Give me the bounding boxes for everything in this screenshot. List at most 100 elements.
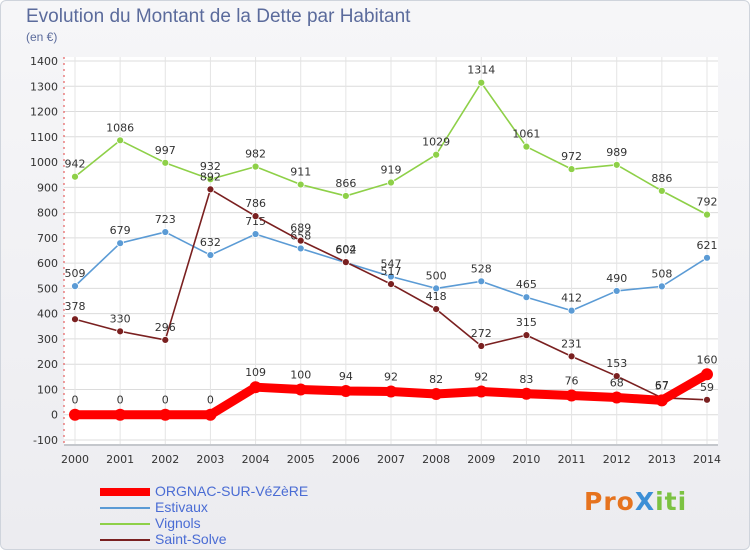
data-point — [477, 78, 486, 87]
data-label: 0 — [72, 394, 79, 407]
data-point — [701, 368, 713, 381]
x-tick-label: 2013 — [648, 453, 676, 466]
data-label: 786 — [245, 197, 266, 210]
legend-item-vignols: Vignols — [100, 515, 400, 532]
data-point — [385, 385, 397, 398]
x-tick-label: 2008 — [422, 453, 450, 466]
data-label: 919 — [381, 164, 402, 177]
data-point — [567, 306, 576, 315]
data-point — [432, 305, 441, 314]
data-point — [116, 136, 125, 145]
data-point — [703, 395, 711, 404]
x-tick-label: 2011 — [558, 453, 586, 466]
legend-label-vignols: Vignols — [155, 515, 201, 531]
data-point — [520, 387, 533, 400]
data-point — [116, 327, 125, 336]
y-tick-label: 100 — [37, 383, 58, 396]
data-point — [69, 408, 81, 421]
data-point — [432, 284, 441, 293]
data-point — [387, 178, 395, 187]
data-label: 792 — [697, 196, 718, 209]
data-label: 76 — [565, 375, 579, 388]
data-label: 886 — [651, 172, 672, 185]
data-label: 517 — [381, 265, 402, 278]
data-label: 1314 — [467, 64, 495, 77]
data-point — [251, 212, 260, 221]
data-label: 378 — [65, 300, 86, 313]
x-tick-label: 2009 — [467, 453, 495, 466]
data-point — [161, 158, 170, 167]
data-label: 1061 — [512, 128, 540, 141]
data-point — [159, 408, 172, 421]
data-point — [161, 228, 170, 236]
y-tick-label: 1300 — [30, 80, 58, 93]
legend-swatch-orgnac — [100, 488, 150, 496]
data-label: 67 — [655, 379, 669, 392]
data-label: 932 — [200, 160, 221, 173]
data-label: 92 — [474, 370, 488, 383]
data-label: 972 — [561, 150, 582, 163]
data-point — [610, 391, 623, 404]
data-point — [204, 408, 217, 421]
data-label: 942 — [65, 158, 86, 171]
x-tick-label: 2004 — [242, 453, 270, 466]
data-label: 100 — [290, 368, 311, 381]
data-point — [341, 258, 350, 267]
data-point — [206, 185, 215, 194]
y-tick-label: 1400 — [30, 55, 58, 68]
data-label: 1029 — [422, 136, 450, 149]
data-label: 892 — [200, 170, 221, 183]
data-point — [387, 272, 395, 281]
x-tick-label: 2014 — [693, 453, 721, 466]
data-point — [249, 381, 262, 394]
data-point — [612, 287, 621, 295]
data-point — [567, 352, 576, 361]
data-point — [206, 251, 215, 259]
y-tick-label: 800 — [37, 207, 58, 220]
x-tick-label: 2006 — [332, 453, 360, 466]
data-label: 632 — [200, 236, 221, 249]
data-label: 59 — [700, 381, 714, 394]
data-point — [612, 160, 621, 169]
data-point — [71, 172, 79, 181]
data-label: 0 — [117, 394, 124, 407]
data-point — [657, 186, 666, 195]
data-label: 911 — [290, 166, 311, 179]
data-label: 547 — [381, 258, 402, 271]
data-point — [567, 165, 576, 174]
x-tick-label: 2001 — [106, 453, 134, 466]
y-tick-label: 500 — [37, 282, 58, 295]
data-point — [522, 331, 531, 340]
data-label: 0 — [162, 394, 169, 407]
data-label: 658 — [290, 229, 311, 242]
data-point — [477, 277, 486, 286]
y-tick-label: 600 — [37, 257, 58, 270]
data-point — [565, 389, 578, 402]
data-label: 689 — [290, 222, 311, 235]
data-point — [387, 280, 395, 289]
legend: ORGNAC-SUR-VéZèRE Estivaux Vignols Saint… — [100, 483, 400, 548]
data-point — [296, 244, 305, 253]
data-label: 109 — [245, 366, 266, 379]
data-point — [116, 239, 125, 248]
data-point — [430, 388, 443, 401]
y-tick-label: -100 — [33, 434, 58, 447]
data-label: 330 — [110, 312, 131, 325]
data-point — [296, 180, 305, 189]
data-point — [251, 162, 260, 171]
y-tick-label: 400 — [37, 308, 58, 321]
legend-item-saint-solve: Saint-Solve — [100, 531, 400, 548]
y-tick-label: 300 — [37, 333, 58, 346]
data-point — [71, 315, 79, 324]
data-point — [206, 175, 215, 184]
data-point — [655, 394, 668, 407]
x-tick-label: 2005 — [287, 453, 315, 466]
data-point — [71, 282, 79, 291]
data-label: 989 — [606, 146, 627, 159]
data-label: 602 — [335, 244, 356, 257]
legend-swatch-saint-solve — [100, 539, 150, 541]
data-label: 997 — [155, 144, 176, 157]
y-tick-label: 700 — [37, 232, 58, 245]
x-tick-label: 2010 — [512, 453, 540, 466]
data-label: 315 — [516, 316, 537, 329]
